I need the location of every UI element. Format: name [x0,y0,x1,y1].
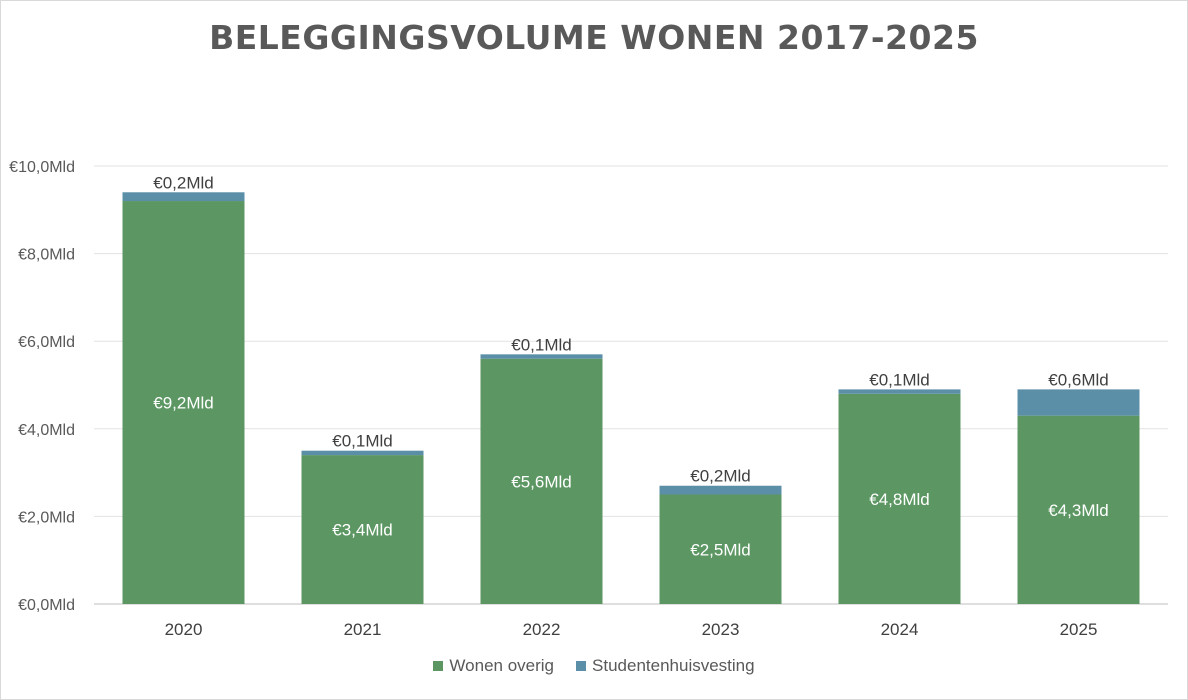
y-tick-label: €0,0Mld [18,597,75,614]
data-label-studentenhuisvesting: €0,1Mld [869,370,929,389]
y-tick-label: €2,0Mld [18,509,75,526]
y-tick-label: €10,0Mld [9,159,75,176]
x-tick-label: 2021 [344,620,382,639]
x-tick-label: 2022 [523,620,561,639]
legend-swatch-wonen-overig [433,661,444,671]
bar-studentenhuisvesting [1017,389,1140,416]
bar-wonen-overig [480,358,603,604]
bar-studentenhuisvesting [659,485,782,495]
bar-wonen-overig [122,201,245,605]
data-label-wonen-overig: €4,8Mld [869,490,929,509]
data-label-studentenhuisvesting: €0,1Mld [332,432,392,451]
legend: Wonen overig Studentenhuisvesting [0,656,1188,676]
data-label-wonen-overig: €3,4Mld [332,521,392,540]
bar-studentenhuisvesting [301,450,424,456]
data-label-studentenhuisvesting: €0,1Mld [511,335,571,354]
legend-item-wonen-overig: Wonen overig [433,656,554,676]
data-label-wonen-overig: €4,3Mld [1048,501,1108,520]
y-tick-label: €4,0Mld [18,422,75,439]
x-tick-label: 2025 [1060,620,1098,639]
bar-wonen-overig [1017,415,1140,604]
data-label-wonen-overig: €2,5Mld [690,540,750,559]
legend-swatch-studentenhuisvesting [576,661,587,671]
chart-title: BELEGGINGSVOLUME WONEN 2017-2025 [209,18,979,57]
x-tick-label: 2024 [881,620,919,639]
data-label-wonen-overig: €5,6Mld [511,472,571,491]
legend-label-studentenhuisvesting: Studentenhuisvesting [592,656,755,675]
bar-wonen-overig [659,494,782,604]
bar-studentenhuisvesting [480,354,603,359]
legend-item-studentenhuisvesting: Studentenhuisvesting [576,656,755,676]
bar-wonen-overig [301,455,424,604]
y-tick-label: €8,0Mld [18,247,75,264]
data-label-wonen-overig: €9,2Mld [153,394,213,413]
x-tick-label: 2020 [165,620,203,639]
bar-studentenhuisvesting [838,389,961,394]
legend-label-wonen-overig: Wonen overig [449,656,555,675]
data-label-studentenhuisvesting: €0,6Mld [1048,370,1108,389]
y-tick-label: €6,0Mld [18,334,75,351]
x-tick-label: 2023 [702,620,740,639]
data-label-studentenhuisvesting: €0,2Mld [153,173,213,192]
bar-studentenhuisvesting [122,192,245,202]
bar-wonen-overig [838,393,961,604]
data-label-studentenhuisvesting: €0,2Mld [690,467,750,486]
